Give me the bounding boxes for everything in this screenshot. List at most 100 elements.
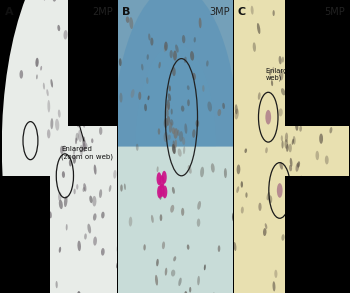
Ellipse shape xyxy=(83,143,86,152)
Ellipse shape xyxy=(240,230,244,237)
Ellipse shape xyxy=(268,195,272,203)
Ellipse shape xyxy=(166,104,169,112)
Ellipse shape xyxy=(235,104,238,114)
Ellipse shape xyxy=(232,212,236,222)
Ellipse shape xyxy=(281,140,284,149)
Ellipse shape xyxy=(269,69,271,76)
Ellipse shape xyxy=(189,287,191,293)
Ellipse shape xyxy=(165,268,167,276)
Ellipse shape xyxy=(166,110,169,117)
Ellipse shape xyxy=(316,65,319,72)
Ellipse shape xyxy=(59,247,61,253)
Circle shape xyxy=(206,0,350,293)
Ellipse shape xyxy=(336,89,338,96)
Ellipse shape xyxy=(144,218,147,227)
Ellipse shape xyxy=(123,174,126,185)
Ellipse shape xyxy=(101,212,105,219)
Ellipse shape xyxy=(63,30,68,40)
Ellipse shape xyxy=(94,165,97,175)
Ellipse shape xyxy=(140,153,142,160)
Ellipse shape xyxy=(81,120,83,125)
Ellipse shape xyxy=(122,23,125,30)
Ellipse shape xyxy=(86,47,88,55)
Ellipse shape xyxy=(181,208,184,216)
Ellipse shape xyxy=(109,185,111,192)
Ellipse shape xyxy=(19,224,22,232)
Ellipse shape xyxy=(129,217,132,226)
Ellipse shape xyxy=(112,102,114,109)
Ellipse shape xyxy=(279,56,282,64)
Ellipse shape xyxy=(169,122,172,133)
Ellipse shape xyxy=(101,248,105,255)
Ellipse shape xyxy=(271,80,273,86)
Text: 3MP: 3MP xyxy=(209,7,230,17)
Ellipse shape xyxy=(47,129,50,139)
Ellipse shape xyxy=(184,123,187,134)
FancyBboxPatch shape xyxy=(0,176,50,293)
Circle shape xyxy=(157,185,162,198)
Ellipse shape xyxy=(102,66,105,74)
Ellipse shape xyxy=(300,176,304,185)
Wedge shape xyxy=(135,44,216,146)
Ellipse shape xyxy=(309,213,312,219)
Ellipse shape xyxy=(298,0,301,2)
Ellipse shape xyxy=(76,184,78,190)
Ellipse shape xyxy=(143,59,146,65)
Circle shape xyxy=(162,185,167,198)
Ellipse shape xyxy=(315,151,319,160)
Ellipse shape xyxy=(154,118,158,126)
Ellipse shape xyxy=(106,76,110,82)
Ellipse shape xyxy=(47,100,50,113)
Ellipse shape xyxy=(35,58,39,67)
Ellipse shape xyxy=(163,132,168,142)
Ellipse shape xyxy=(43,0,46,1)
Ellipse shape xyxy=(343,106,345,116)
Ellipse shape xyxy=(93,236,97,246)
Ellipse shape xyxy=(187,99,190,106)
Circle shape xyxy=(93,0,258,293)
Circle shape xyxy=(307,70,316,94)
Ellipse shape xyxy=(241,207,244,214)
Ellipse shape xyxy=(128,181,131,189)
Ellipse shape xyxy=(116,260,120,268)
Ellipse shape xyxy=(50,118,53,129)
Ellipse shape xyxy=(91,138,93,143)
Ellipse shape xyxy=(175,45,179,53)
Circle shape xyxy=(156,172,162,185)
Ellipse shape xyxy=(62,171,65,178)
Ellipse shape xyxy=(121,110,125,119)
Ellipse shape xyxy=(313,228,314,235)
Ellipse shape xyxy=(66,224,68,231)
Ellipse shape xyxy=(287,198,291,209)
Ellipse shape xyxy=(155,275,158,286)
Ellipse shape xyxy=(272,67,274,73)
Ellipse shape xyxy=(73,155,76,164)
Ellipse shape xyxy=(52,0,56,2)
Ellipse shape xyxy=(110,72,113,81)
Ellipse shape xyxy=(92,196,97,207)
Ellipse shape xyxy=(138,92,141,100)
Ellipse shape xyxy=(187,85,190,90)
Ellipse shape xyxy=(192,129,196,138)
Ellipse shape xyxy=(211,163,215,173)
Ellipse shape xyxy=(63,145,66,153)
Ellipse shape xyxy=(247,155,251,163)
Ellipse shape xyxy=(299,126,302,132)
Ellipse shape xyxy=(293,136,296,145)
Ellipse shape xyxy=(60,146,64,154)
Ellipse shape xyxy=(131,199,134,205)
Ellipse shape xyxy=(228,107,230,114)
Ellipse shape xyxy=(49,212,52,218)
Ellipse shape xyxy=(267,192,270,200)
Ellipse shape xyxy=(146,223,148,230)
Ellipse shape xyxy=(292,139,294,145)
Ellipse shape xyxy=(290,110,293,115)
Ellipse shape xyxy=(83,187,85,192)
Ellipse shape xyxy=(334,215,336,223)
Ellipse shape xyxy=(82,144,86,152)
Ellipse shape xyxy=(160,214,162,221)
Ellipse shape xyxy=(90,119,93,126)
Ellipse shape xyxy=(89,117,91,125)
Ellipse shape xyxy=(145,133,149,142)
Ellipse shape xyxy=(144,104,147,111)
